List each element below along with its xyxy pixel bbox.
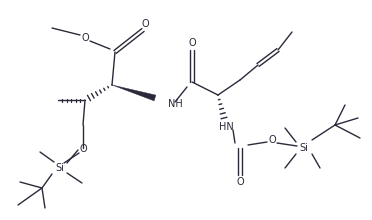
Text: Si: Si bbox=[55, 163, 64, 173]
Text: O: O bbox=[141, 19, 149, 29]
Text: NH: NH bbox=[168, 99, 183, 109]
Text: HN: HN bbox=[219, 122, 233, 132]
Text: O: O bbox=[79, 144, 87, 154]
Text: Si: Si bbox=[299, 143, 308, 153]
Polygon shape bbox=[112, 85, 156, 101]
Text: O: O bbox=[268, 135, 276, 145]
Text: O: O bbox=[188, 38, 196, 48]
Text: O: O bbox=[81, 33, 89, 43]
Text: O: O bbox=[236, 177, 244, 187]
